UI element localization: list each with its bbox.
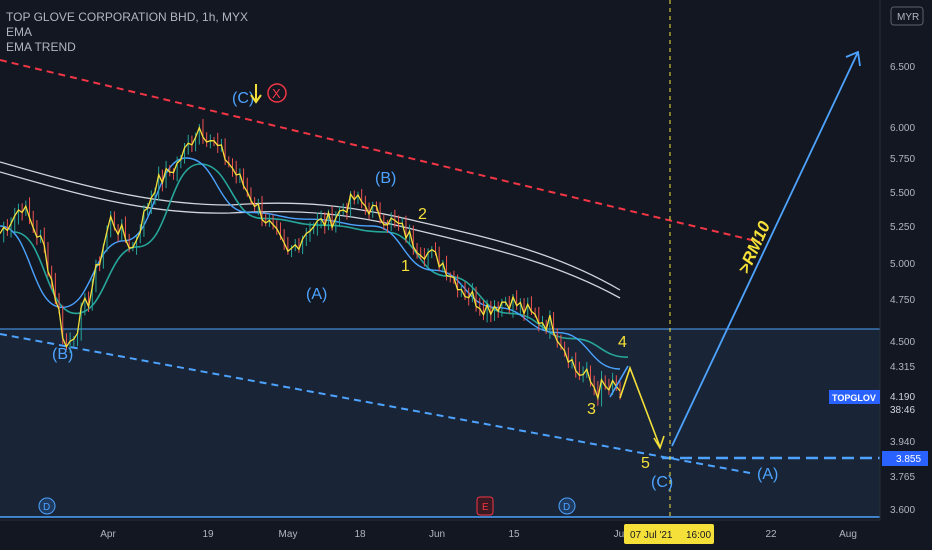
wave-label: (C) xyxy=(651,474,673,491)
projection-wave4 xyxy=(609,365,629,398)
earnings-marker-icon[interactable] xyxy=(476,496,494,516)
y-tick-label: 3.600 xyxy=(890,505,915,516)
time-scale[interactable] xyxy=(0,520,932,550)
x-tick-label: 19 xyxy=(202,529,214,540)
wave-label: 3 xyxy=(587,401,596,418)
last-price: 4.190 xyxy=(890,392,915,403)
indicator-ema-trend[interactable]: EMA TREND xyxy=(6,40,76,54)
wave-label: 4 xyxy=(618,334,627,351)
wave-label: (B) xyxy=(375,170,396,187)
projection-wave5 xyxy=(619,365,661,448)
y-tick-label: 5.250 xyxy=(890,222,915,233)
event-marker-icon[interactable] xyxy=(558,497,576,515)
symbol-badge-label: TOPGLOV xyxy=(832,393,876,403)
x-tick-label: Jun xyxy=(429,529,445,540)
channel-upper xyxy=(0,161,621,291)
event-marker-label: E xyxy=(482,502,489,513)
y-axis-ticks: 6.500 6.000 5.750 5.500 5.250 5.000 4.750 4.500… xyxy=(890,62,915,516)
y-tick-label: 5.000 xyxy=(890,259,915,270)
y-tick-label: 4.750 xyxy=(890,295,915,306)
event-marker-label: D xyxy=(43,502,50,513)
indicator-ema[interactable]: EMA xyxy=(6,25,33,39)
y-tick-label: 3.765 xyxy=(890,472,915,483)
x-tick-label: 15 xyxy=(508,529,520,540)
arrow-head-blue xyxy=(845,50,861,67)
y-tick-label: 5.750 xyxy=(890,154,915,165)
wave-label: (A) xyxy=(306,286,327,303)
x-tick-label: Jul xyxy=(614,529,627,540)
arrow-down-icon xyxy=(250,84,262,104)
last-price-badge xyxy=(882,388,928,416)
wave-label: 2 xyxy=(418,206,427,223)
crosshair-date: 07 Jul '21 xyxy=(630,530,673,541)
event-marker-label: D xyxy=(563,502,570,513)
crosshair-date-badge xyxy=(624,524,714,544)
arrow-head-yellow xyxy=(653,435,665,450)
chart-legend: TOP GLOVE CORPORATION BHD, 1h, MYX EMA E… xyxy=(6,10,248,55)
wave-label: (C) xyxy=(232,90,254,107)
price-scale[interactable] xyxy=(880,0,932,550)
currency-button[interactable] xyxy=(890,6,924,26)
y-tick-label: 4.500 xyxy=(890,337,915,348)
y-tick-label: 5.500 xyxy=(890,188,915,199)
y-tick-label: 4.315 xyxy=(890,362,915,373)
x-tick-label: Apr xyxy=(100,529,116,540)
y-tick-label: 6.000 xyxy=(890,123,915,134)
symbol-title[interactable]: TOP GLOVE CORPORATION BHD, 1h, MYX xyxy=(6,10,249,24)
projection-up-arrow xyxy=(671,51,859,447)
target-price-badge xyxy=(882,451,928,466)
crosshair-time: 16:00 xyxy=(686,530,711,541)
y-tick-label: 3.940 xyxy=(890,437,915,448)
currency-label: MYR xyxy=(897,12,919,23)
price-line xyxy=(0,125,621,401)
x-tick-label: 22 xyxy=(765,529,777,540)
ema-fast-line xyxy=(0,157,621,370)
x-circle-icon xyxy=(267,83,287,103)
target-price: 3.855 xyxy=(896,454,921,465)
symbol-badge xyxy=(829,390,880,404)
wave-label: 5 xyxy=(641,455,650,472)
wave-label: (A) xyxy=(757,466,778,483)
resistance-trendline xyxy=(0,59,761,243)
x-tick-label: Aug xyxy=(839,529,857,540)
channel-lower xyxy=(0,171,621,299)
bar-countdown: 38:46 xyxy=(890,405,915,416)
range-zone xyxy=(0,329,880,517)
x-marker: X xyxy=(272,86,281,101)
x-axis-ticks: Apr 19 May 18 Jun 15 Jul 22 Aug xyxy=(100,529,857,540)
wave-label: (B) xyxy=(52,346,73,363)
y-tick-label: 6.500 xyxy=(890,62,915,73)
event-marker-icon[interactable] xyxy=(38,497,56,515)
wave-label: 1 xyxy=(401,258,410,275)
x-tick-label: 18 xyxy=(354,529,366,540)
x-tick-label: May xyxy=(279,529,298,540)
